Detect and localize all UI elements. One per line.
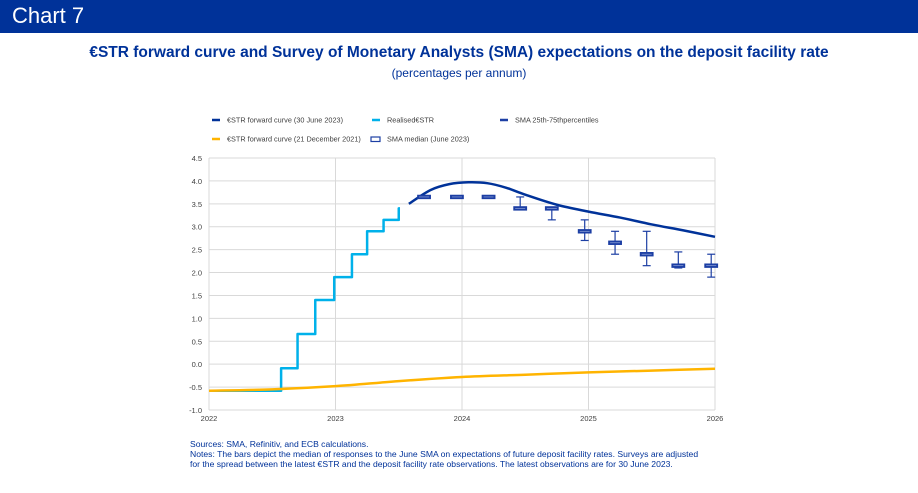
legend-label: Realised€STR bbox=[387, 116, 434, 125]
x-tick-label: 2023 bbox=[327, 414, 344, 423]
series-line-str-forward-curve-21-december-2021 bbox=[208, 367, 716, 393]
series-layer bbox=[208, 180, 716, 393]
sma-layer bbox=[417, 194, 719, 278]
y-tick-label: 1.0 bbox=[192, 314, 202, 323]
y-tick-label: 0.0 bbox=[192, 360, 202, 369]
y-axis-ticks: -1.0 -0.5 0.0 0.5 1.0 1.5 2.0 2.5 3.0 3.5 4.0 4.5 bbox=[189, 154, 202, 415]
y-tick-label: 4.5 bbox=[192, 154, 202, 163]
y-tick-label: 2.0 bbox=[192, 269, 202, 278]
legend-label: €STR forward curve (30 June 2023) bbox=[227, 116, 343, 125]
sources-text: Sources: SMA, Refinitiv, and ECB calcula… bbox=[190, 439, 369, 449]
notes-text-line-1: Notes: The bars depict the median of res… bbox=[190, 449, 699, 459]
x-tick-label: 2024 bbox=[454, 414, 471, 423]
chart-number-label: Chart 7 bbox=[12, 3, 85, 28]
chart-header-bar: Chart 7 bbox=[0, 0, 918, 33]
notes-text-line-2: for the spread between the latest €STR a… bbox=[190, 459, 673, 469]
legend-swatch-box bbox=[370, 136, 381, 143]
chart-title: €STR forward curve and Survey of Monetar… bbox=[89, 44, 829, 61]
legend-label: SMA median (June 2023) bbox=[387, 135, 469, 144]
y-tick-label: 3.5 bbox=[192, 200, 202, 209]
y-tick-label: -1.0 bbox=[189, 406, 202, 415]
x-tick-label: 2025 bbox=[580, 414, 597, 423]
x-tick-label: 2022 bbox=[201, 414, 218, 423]
chart-notes: Sources: SMA, Refinitiv, and ECB calcula… bbox=[190, 439, 750, 469]
legend-label: SMA 25th-75thpercentiles bbox=[515, 116, 599, 125]
legend-label: €STR forward curve (21 December 2021) bbox=[227, 135, 361, 144]
gridlines bbox=[208, 157, 716, 411]
y-tick-label: 1.5 bbox=[192, 291, 202, 300]
y-tick-label: -0.5 bbox=[189, 383, 202, 392]
legend: €STR forward curve (30 June 2023) Realise… bbox=[212, 116, 599, 144]
chart-subtitle: (percentages per annum) bbox=[391, 66, 527, 80]
series-line-realised-str bbox=[209, 207, 401, 393]
x-axis-ticks: 2022 2023 2024 2025 2026 bbox=[201, 414, 724, 423]
y-tick-label: 4.0 bbox=[192, 177, 202, 186]
series-line-str-forward-curve-30-june-2023 bbox=[408, 180, 716, 239]
y-tick-label: 3.0 bbox=[192, 223, 202, 232]
y-tick-label: 0.5 bbox=[192, 337, 202, 346]
x-tick-label: 2026 bbox=[707, 414, 724, 423]
y-tick-label: 2.5 bbox=[192, 246, 202, 255]
